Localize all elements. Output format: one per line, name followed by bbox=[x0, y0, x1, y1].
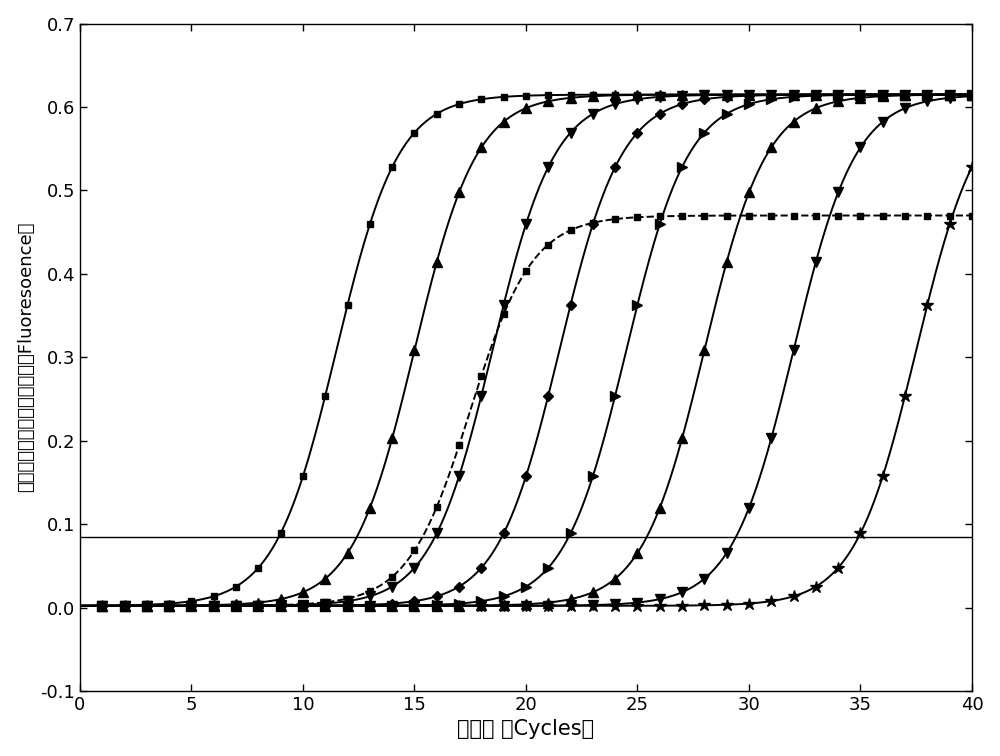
Y-axis label: 硒化螺旋菌属扩增荧光信号（Fluoresoence）: 硒化螺旋菌属扩增荧光信号（Fluoresoence） bbox=[17, 222, 35, 492]
X-axis label: 循环数 （Cycles）: 循环数 （Cycles） bbox=[457, 719, 595, 739]
